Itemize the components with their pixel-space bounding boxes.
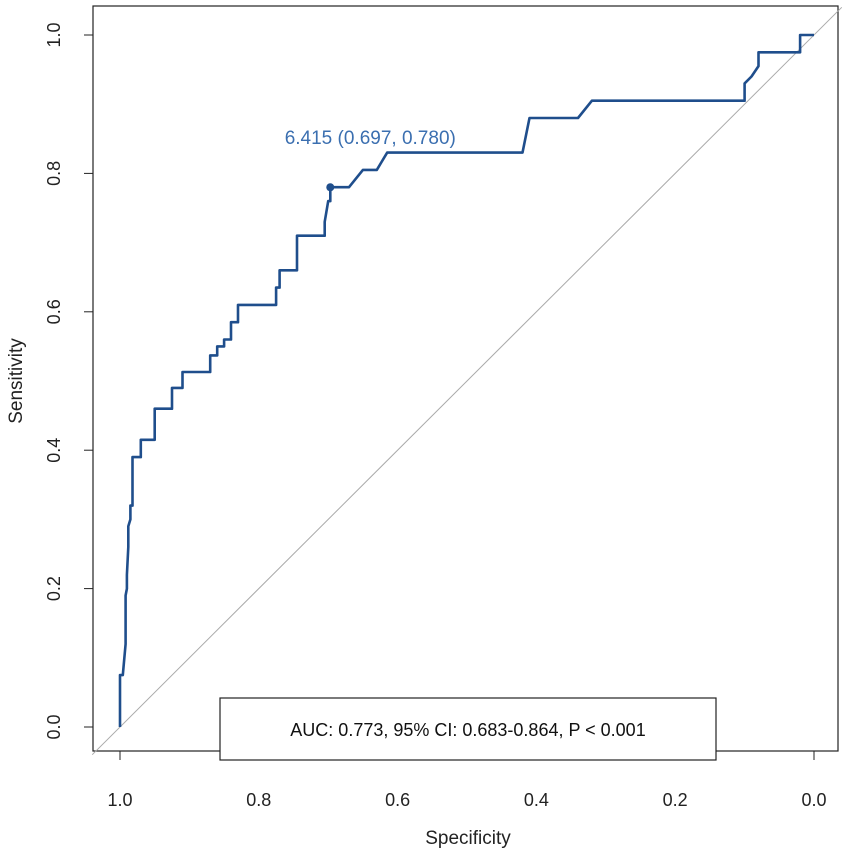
best-threshold-point <box>326 183 335 192</box>
y-axis: 0.0 0.2 0.4 0.6 0.8 1.0 <box>44 22 93 740</box>
x-tick-label: 0.4 <box>524 790 549 810</box>
x-tick-label: 0.2 <box>663 790 688 810</box>
x-tick-label: 0.6 <box>385 790 410 810</box>
x-axis-label: Specificity <box>425 828 511 849</box>
y-tick-label: 0.0 <box>44 714 64 739</box>
y-tick-label: 0.2 <box>44 576 64 601</box>
roc-curve-line <box>118 33 814 727</box>
x-tick-label: 0.0 <box>801 790 826 810</box>
auc-legend-box <box>219 697 717 761</box>
auc-legend-text: AUC: 0.773, 95% CI: 0.683-0.864, P < 0.0… <box>290 720 645 740</box>
best-threshold-label: 6.415 (0.697, 0.780) <box>285 128 456 149</box>
plot-frame <box>92 5 839 752</box>
y-tick-label: 0.8 <box>44 161 64 186</box>
y-tick-label: 1.0 <box>44 22 64 47</box>
y-tick-label: 0.6 <box>44 299 64 324</box>
reference-diagonal-line <box>91 6 843 756</box>
x-axis: 1.0 0.8 0.6 0.4 0.2 0.0 <box>107 751 827 810</box>
x-tick-label: 1.0 <box>107 790 132 810</box>
y-axis-label: Sensitivity <box>6 338 27 424</box>
x-tick-label: 0.8 <box>246 790 271 810</box>
y-tick-label: 0.4 <box>44 438 64 463</box>
